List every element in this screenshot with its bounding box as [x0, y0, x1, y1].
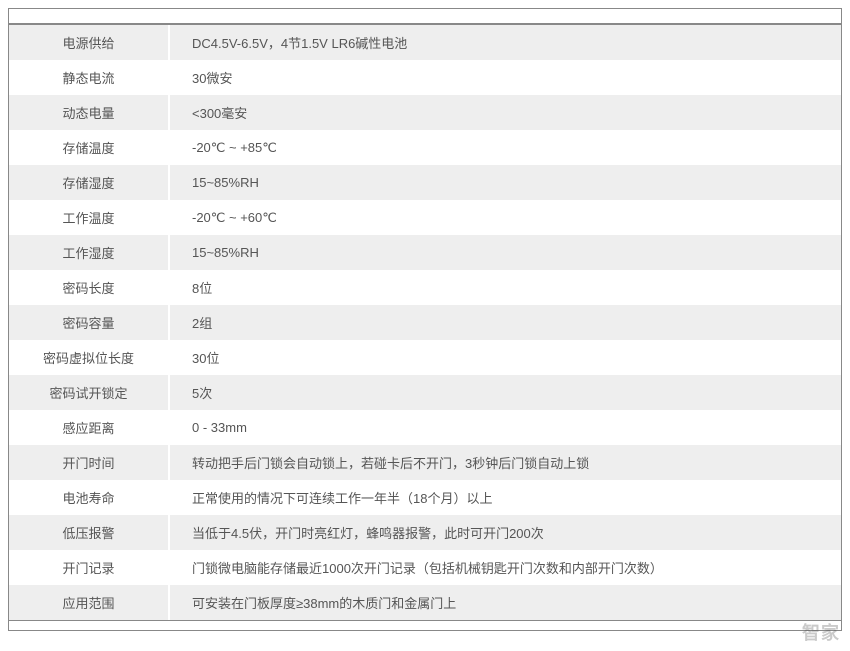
spec-value: 0 - 33mm	[169, 410, 841, 445]
spec-table: 电源供给 DC4.5V-6.5V，4节1.5V LR6碱性电池 静态电流 30微…	[9, 25, 841, 620]
spec-label: 应用范围	[9, 585, 169, 620]
spec-value: -20℃ ~ +85℃	[169, 130, 841, 165]
spec-value: -20℃ ~ +60℃	[169, 200, 841, 235]
table-row: 静态电流 30微安	[9, 60, 841, 95]
spec-label: 电池寿命	[9, 480, 169, 515]
spec-label: 工作湿度	[9, 235, 169, 270]
table-row: 密码虚拟位长度 30位	[9, 340, 841, 375]
spec-value: <300毫安	[169, 95, 841, 130]
spec-label: 低压报警	[9, 515, 169, 550]
spec-label: 密码虚拟位长度	[9, 340, 169, 375]
watermark-text: 智家	[802, 619, 840, 645]
spec-label: 感应距离	[9, 410, 169, 445]
spec-value: 30位	[169, 340, 841, 375]
spec-label: 动态电量	[9, 95, 169, 130]
table-row: 感应距离 0 - 33mm	[9, 410, 841, 445]
spec-table-body: 电源供给 DC4.5V-6.5V，4节1.5V LR6碱性电池 静态电流 30微…	[9, 25, 841, 620]
spec-value: 8位	[169, 270, 841, 305]
spec-label: 开门记录	[9, 550, 169, 585]
spec-value: 门锁微电脑能存储最近1000次开门记录（包括机械钥匙开门次数和内部开门次数）	[169, 550, 841, 585]
table-footer-bar	[9, 620, 841, 630]
table-row: 电池寿命 正常使用的情况下可连续工作一年半（18个月）以上	[9, 480, 841, 515]
table-row: 开门记录 门锁微电脑能存储最近1000次开门记录（包括机械钥匙开门次数和内部开门…	[9, 550, 841, 585]
spec-label: 密码长度	[9, 270, 169, 305]
table-header-bar	[9, 9, 841, 25]
spec-label: 开门时间	[9, 445, 169, 480]
spec-value: 转动把手后门锁会自动锁上，若碰卡后不开门，3秒钟后门锁自动上锁	[169, 445, 841, 480]
spec-value: 正常使用的情况下可连续工作一年半（18个月）以上	[169, 480, 841, 515]
table-row: 开门时间 转动把手后门锁会自动锁上，若碰卡后不开门，3秒钟后门锁自动上锁	[9, 445, 841, 480]
spec-value: 15~85%RH	[169, 165, 841, 200]
spec-label: 存储温度	[9, 130, 169, 165]
table-row: 应用范围 可安装在门板厚度≥38mm的木质门和金属门上	[9, 585, 841, 620]
spec-value: 当低于4.5伏，开门时亮红灯，蜂鸣器报警，此时可开门200次	[169, 515, 841, 550]
spec-label: 密码试开锁定	[9, 375, 169, 410]
spec-value: 30微安	[169, 60, 841, 95]
spec-label: 静态电流	[9, 60, 169, 95]
spec-value: DC4.5V-6.5V，4节1.5V LR6碱性电池	[169, 25, 841, 60]
spec-label: 密码容量	[9, 305, 169, 340]
spec-value: 15~85%RH	[169, 235, 841, 270]
spec-label: 电源供给	[9, 25, 169, 60]
table-row: 低压报警 当低于4.5伏，开门时亮红灯，蜂鸣器报警，此时可开门200次	[9, 515, 841, 550]
table-row: 密码试开锁定 5次	[9, 375, 841, 410]
table-row: 密码容量 2组	[9, 305, 841, 340]
spec-label: 存储湿度	[9, 165, 169, 200]
table-row: 工作湿度 15~85%RH	[9, 235, 841, 270]
table-row: 密码长度 8位	[9, 270, 841, 305]
spec-table-container: 电源供给 DC4.5V-6.5V，4节1.5V LR6碱性电池 静态电流 30微…	[8, 8, 842, 631]
spec-value: 5次	[169, 375, 841, 410]
table-row: 工作温度 -20℃ ~ +60℃	[9, 200, 841, 235]
table-row: 存储湿度 15~85%RH	[9, 165, 841, 200]
table-row: 动态电量 <300毫安	[9, 95, 841, 130]
table-row: 电源供给 DC4.5V-6.5V，4节1.5V LR6碱性电池	[9, 25, 841, 60]
spec-label: 工作温度	[9, 200, 169, 235]
spec-value: 可安装在门板厚度≥38mm的木质门和金属门上	[169, 585, 841, 620]
spec-value: 2组	[169, 305, 841, 340]
table-row: 存储温度 -20℃ ~ +85℃	[9, 130, 841, 165]
